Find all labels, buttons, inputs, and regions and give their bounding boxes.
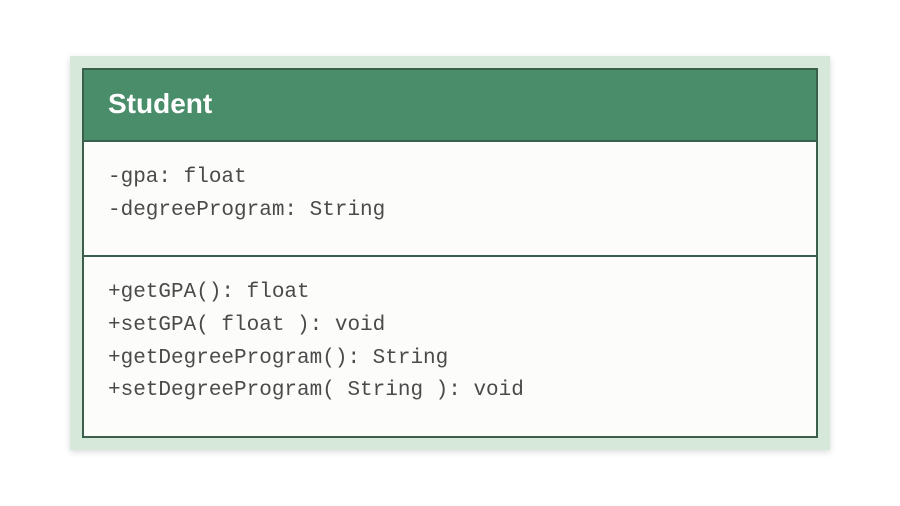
uml-frame: Student -gpa: float -degreeProgram: Stri… [70,56,830,449]
attribute-line: -degreeProgram: String [108,195,792,228]
attributes-compartment: -gpa: float -degreeProgram: String [84,142,816,257]
attribute-line: -gpa: float [108,162,792,195]
method-line: +getGPA(): float [108,277,792,310]
method-line: +getDegreeProgram(): String [108,343,792,376]
uml-class-box: Student -gpa: float -degreeProgram: Stri… [82,68,818,437]
method-line: +setDegreeProgram( String ): void [108,375,792,408]
method-line: +setGPA( float ): void [108,310,792,343]
methods-compartment: +getGPA(): float +setGPA( float ): void … [84,257,816,435]
class-name: Student [108,88,212,119]
class-name-compartment: Student [84,70,816,142]
